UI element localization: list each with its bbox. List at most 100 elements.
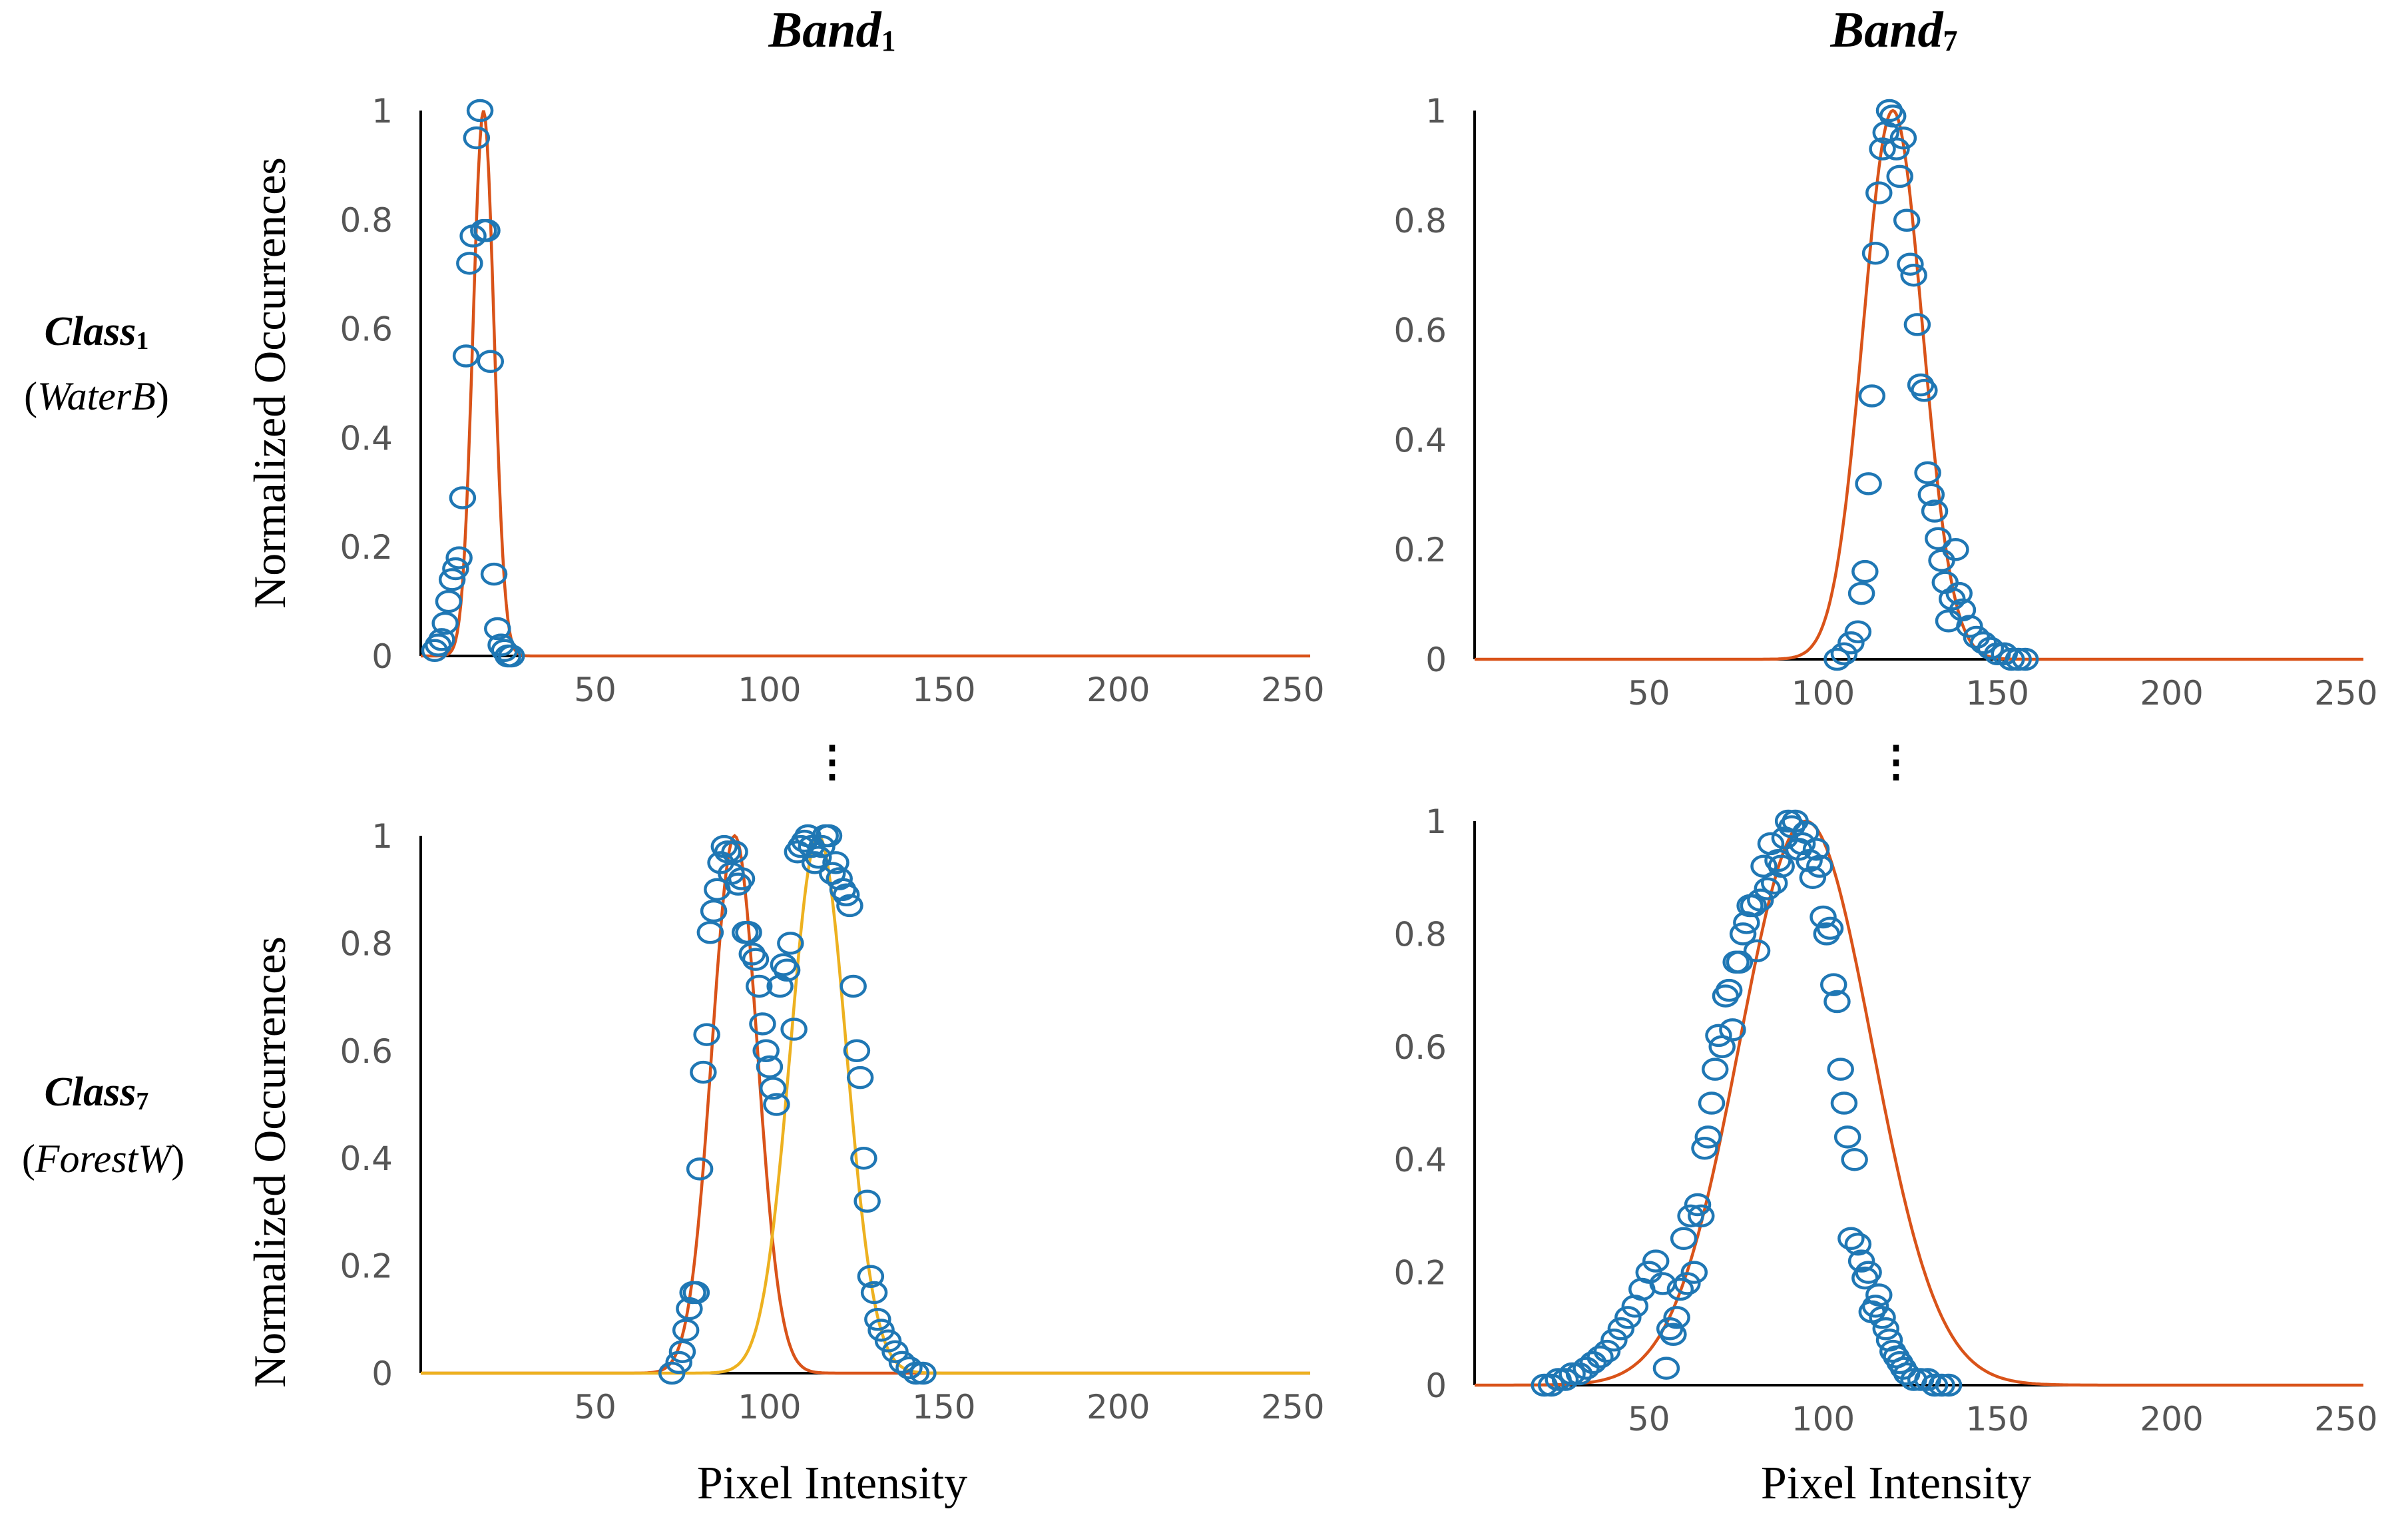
data-point <box>860 1281 888 1305</box>
data-point <box>665 1351 692 1374</box>
data-point <box>728 867 756 890</box>
x-tick-label: 150 <box>1966 1400 2029 1438</box>
data-point <box>1997 647 2025 671</box>
x-tick-label: 150 <box>912 1388 975 1426</box>
data-point <box>826 867 853 890</box>
data-point <box>1921 499 1949 523</box>
data-point <box>808 834 836 858</box>
fit-curve <box>421 110 1310 658</box>
data-point <box>1858 384 1886 408</box>
data-point <box>742 948 770 971</box>
data-point <box>1897 252 1924 276</box>
y-tick-label: 0.2 <box>1393 1254 1447 1293</box>
x-tick-label: 150 <box>1966 674 2029 713</box>
data-point <box>1827 1058 1854 1081</box>
x-tick-label: 50 <box>574 671 616 709</box>
data-point <box>1893 208 1921 232</box>
data-point <box>1666 1277 1694 1301</box>
x-axis-label-left: Pixel Intensity <box>697 1458 967 1509</box>
data-point <box>1670 1227 1698 1251</box>
row-subtitle-name: WaterB <box>37 374 156 418</box>
data-point <box>484 617 511 641</box>
column-title-main: Band <box>1830 2 1944 58</box>
data-point <box>832 883 860 907</box>
data-point <box>1586 1345 1614 1369</box>
data-point <box>686 1157 714 1181</box>
x-tick-label: 250 <box>1261 671 1324 709</box>
data-point <box>1705 1024 1732 1048</box>
column-title-band1: Band1 <box>768 2 896 58</box>
data-point <box>1872 1317 1900 1341</box>
data-point <box>846 1066 874 1089</box>
ellipsis-left: ⋮ <box>811 738 853 785</box>
data-point <box>1847 581 1875 605</box>
fit-curve <box>1475 109 2363 661</box>
data-point <box>780 1018 808 1041</box>
data-point <box>881 1340 909 1363</box>
y-axis-label-top: Normalized Occurrences <box>244 157 295 609</box>
data-point <box>1743 939 1771 963</box>
data-point <box>1537 1373 1565 1397</box>
data-point <box>1688 1204 1715 1228</box>
y-tick-label: 0.6 <box>1393 312 1447 350</box>
data-point <box>1837 1227 1865 1251</box>
x-tick-label: 250 <box>2314 1400 2377 1438</box>
data-point <box>1819 973 1847 996</box>
y-tick-label: 1 <box>1425 92 1447 131</box>
data-point <box>463 126 491 150</box>
y-tick-label: 0.6 <box>340 1032 393 1071</box>
data-point <box>1600 1328 1628 1352</box>
y-tick-label: 0.6 <box>340 310 393 349</box>
x-tick-label: 100 <box>738 1388 801 1426</box>
y-axis-label-bottom: Normalized Occurrences <box>244 936 295 1388</box>
data-point <box>1729 922 1757 946</box>
data-point <box>1663 1306 1690 1329</box>
row-title-main: Class <box>45 309 136 354</box>
data-point <box>1903 313 1931 336</box>
data-point <box>1886 164 1913 188</box>
data-point <box>473 218 501 242</box>
data-point <box>1799 866 1827 889</box>
fit-curve <box>421 834 1310 1375</box>
data-point <box>857 1265 885 1288</box>
data-point <box>693 1023 720 1046</box>
data-point <box>1701 1058 1729 1081</box>
data-point <box>690 1060 717 1084</box>
data-point <box>658 1361 686 1385</box>
y-tick-label: 0.2 <box>1393 531 1447 569</box>
data-point <box>1680 1261 1708 1284</box>
data-point <box>1802 838 1830 861</box>
data-point <box>452 344 480 368</box>
row-title-class7: Class7 <box>45 1069 149 1115</box>
data-point <box>763 1093 790 1116</box>
data-point <box>428 628 455 651</box>
fit-curve <box>1475 819 2363 1387</box>
data-point <box>676 1297 703 1321</box>
data-point <box>1889 126 1917 150</box>
data-point <box>1869 1306 1896 1329</box>
y-tick-label: 0.8 <box>340 924 393 963</box>
data-point <box>749 1012 776 1036</box>
data-point <box>853 1189 881 1213</box>
data-point <box>1754 877 1782 900</box>
data-point <box>1691 1137 1718 1160</box>
y-tick-label: 0 <box>1425 641 1447 679</box>
y-tick-label: 0 <box>1425 1367 1447 1405</box>
fit-curve <box>421 833 1310 1375</box>
data-point <box>843 1039 871 1063</box>
data-point <box>1911 378 1938 402</box>
data-point <box>752 1039 780 1063</box>
row-subtitle-close: ) <box>171 1137 184 1181</box>
row-title-subscript: 1 <box>136 327 148 355</box>
data-point <box>1900 263 1927 287</box>
data-point <box>1684 1193 1712 1217</box>
data-point <box>1726 950 1754 974</box>
x-axis-label-right: Pixel Intensity <box>1761 1458 2031 1509</box>
data-point <box>822 851 849 874</box>
data-point <box>1660 1323 1687 1347</box>
data-point <box>1830 1091 1858 1115</box>
data-point <box>1844 620 1872 644</box>
